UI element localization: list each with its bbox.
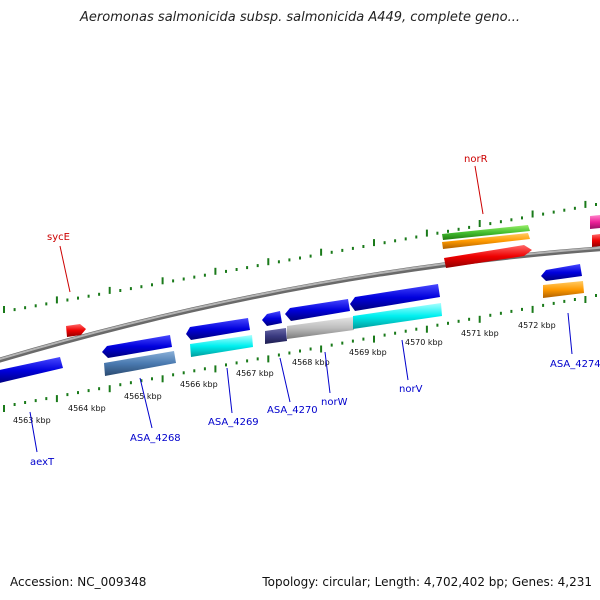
tick-label-4568: 4568 kbp <box>292 358 330 367</box>
label-leader-lines <box>29 165 573 453</box>
upper-tick-ruler <box>3 200 597 313</box>
label-ASA_4269[interactable]: ASA_4269 <box>208 417 259 428</box>
gene-norR-related-orange[interactable] <box>442 233 530 249</box>
label-aexT[interactable]: aexT <box>30 457 55 468</box>
label-ASA_4274[interactable]: ASA_4274 <box>550 359 600 370</box>
map-title: Aeromonas salmonicida subsp. salmonicida… <box>80 10 520 25</box>
gene-ASA_4268[interactable] <box>102 335 176 376</box>
label-norV[interactable]: norV <box>399 384 423 395</box>
genome-backbone <box>0 246 600 363</box>
gene-ASA_4274[interactable] <box>541 264 584 298</box>
gene-labels: sycE norR aexT ASA_4268 ASA_4269 ASA_427… <box>30 154 600 468</box>
gene-ASA_4270[interactable] <box>262 311 287 344</box>
gene-edge-red[interactable] <box>592 234 600 247</box>
accession-text: Accession: NC_009348 <box>10 575 147 589</box>
gene-ASA_4269[interactable] <box>186 318 253 357</box>
label-norW[interactable]: norW <box>321 397 348 408</box>
tick-label-4567: 4567 kbp <box>236 369 274 378</box>
tick-label-4569: 4569 kbp <box>349 348 387 357</box>
label-ASA_4268[interactable]: ASA_4268 <box>130 433 181 444</box>
gene-edge-magenta[interactable] <box>590 215 600 229</box>
tick-label-4572: 4572 kbp <box>518 321 556 330</box>
gene-sycE[interactable] <box>66 324 86 337</box>
gene-aexT[interactable] <box>0 357 63 384</box>
tick-label-4571: 4571 kbp <box>461 329 499 338</box>
tick-label-4565: 4565 kbp <box>124 392 162 401</box>
genome-summary-text: Topology: circular; Length: 4,702,402 bp… <box>262 575 592 589</box>
tick-label-4564: 4564 kbp <box>68 404 106 413</box>
label-norR[interactable]: norR <box>464 154 488 165</box>
tick-label-4570: 4570 kbp <box>405 338 443 347</box>
label-ASA_4270[interactable]: ASA_4270 <box>267 405 318 416</box>
tick-label-4566: 4566 kbp <box>180 380 218 389</box>
lower-tick-ruler <box>3 294 597 412</box>
gene-norW[interactable] <box>285 299 354 339</box>
gene-norR[interactable] <box>444 245 532 268</box>
label-sycE[interactable]: sycE <box>47 232 70 243</box>
gene-norV[interactable] <box>350 284 442 329</box>
gene-norR-related-green[interactable] <box>442 225 530 240</box>
